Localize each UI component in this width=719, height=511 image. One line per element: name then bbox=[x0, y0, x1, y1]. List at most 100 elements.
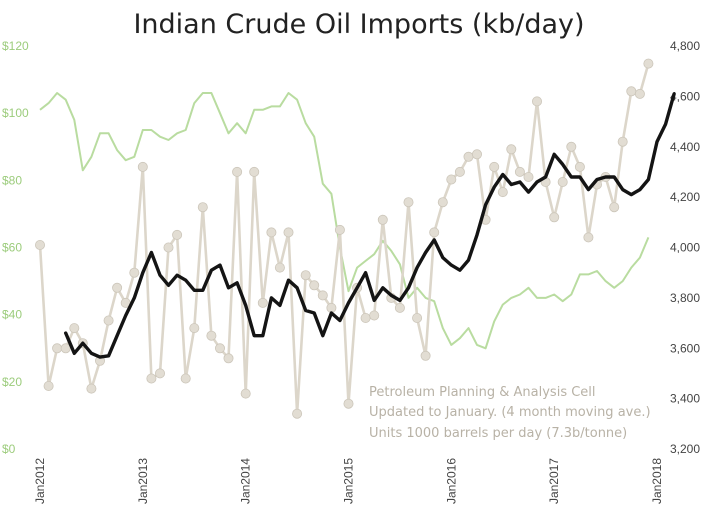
right-tick-label: 4,200 bbox=[670, 190, 700, 204]
monthly-point bbox=[634, 88, 645, 99]
note-source: Petroleum Planning & Analysis Cell bbox=[369, 385, 596, 400]
monthly-point bbox=[172, 229, 183, 240]
monthly-point bbox=[412, 312, 423, 323]
monthly-point bbox=[206, 330, 217, 341]
monthly-point bbox=[137, 161, 148, 172]
monthly-point bbox=[626, 86, 637, 97]
monthly-point bbox=[266, 227, 277, 238]
monthly-point bbox=[429, 227, 440, 238]
monthly-point bbox=[180, 373, 191, 384]
monthly-point bbox=[292, 408, 303, 419]
left-axis: $0 $20 $40 $60 $80 $100 $120 bbox=[2, 39, 29, 456]
monthly-point bbox=[112, 282, 123, 293]
monthly-point bbox=[60, 343, 71, 354]
monthly-point bbox=[489, 161, 500, 172]
left-tick-label: $120 bbox=[2, 39, 29, 53]
monthly-point bbox=[43, 380, 54, 391]
left-tick-label: $20 bbox=[2, 375, 22, 389]
right-tick-label: 4,000 bbox=[670, 241, 700, 255]
x-tick-label: Jan2013 bbox=[136, 458, 150, 504]
monthly-point bbox=[163, 242, 174, 253]
monthly-imports-series bbox=[35, 58, 654, 419]
monthly-line bbox=[38, 63, 650, 416]
price-line bbox=[39, 92, 650, 350]
monthly-point bbox=[497, 187, 508, 198]
right-tick-label: 3,400 bbox=[670, 392, 700, 406]
monthly-point bbox=[557, 176, 568, 187]
monthly-point bbox=[69, 323, 80, 334]
monthly-point bbox=[257, 297, 268, 308]
monthly-point bbox=[454, 166, 465, 177]
right-axis: 3,200 3,400 3,600 3,800 4,000 4,200 4,400 4,600… bbox=[670, 39, 700, 456]
monthly-point bbox=[300, 270, 311, 281]
monthly-point bbox=[309, 280, 320, 291]
monthly-point bbox=[283, 227, 294, 238]
monthly-point bbox=[197, 202, 208, 213]
oil-price-series bbox=[39, 92, 650, 350]
left-tick-label: $0 bbox=[2, 442, 16, 456]
monthly-point bbox=[189, 323, 200, 334]
monthly-point bbox=[369, 310, 380, 321]
chart-title: Indian Crude Oil Imports (kb/day) bbox=[133, 9, 584, 40]
average-line bbox=[63, 92, 676, 359]
chart-notes: Petroleum Planning & Analysis Cell Updat… bbox=[369, 385, 651, 441]
monthly-point bbox=[240, 388, 251, 399]
monthly-point bbox=[583, 232, 594, 243]
monthly-point bbox=[103, 315, 114, 326]
left-tick-label: $100 bbox=[2, 106, 29, 120]
right-tick-label: 4,400 bbox=[670, 140, 700, 154]
monthly-point bbox=[154, 368, 165, 379]
x-tick-label: Jan2017 bbox=[547, 458, 561, 504]
monthly-point bbox=[437, 197, 448, 208]
monthly-point bbox=[274, 262, 285, 273]
monthly-point bbox=[334, 224, 345, 235]
x-axis: Jan2012 Jan2013 Jan2014 Jan2015 Jan2016 Jan20… bbox=[33, 458, 664, 504]
monthly-point bbox=[506, 144, 517, 155]
monthly-point bbox=[214, 343, 225, 354]
monthly-point bbox=[609, 202, 620, 213]
right-tick-label: 3,200 bbox=[670, 442, 700, 456]
x-tick-label: Jan2018 bbox=[650, 458, 664, 504]
monthly-point bbox=[232, 166, 243, 177]
monthly-point bbox=[514, 166, 525, 177]
x-tick-label: Jan2016 bbox=[444, 458, 458, 504]
monthly-point bbox=[326, 302, 337, 313]
monthly-point bbox=[463, 151, 474, 162]
monthly-point bbox=[566, 141, 577, 152]
right-tick-label: 3,600 bbox=[670, 341, 700, 355]
monthly-point bbox=[317, 290, 328, 301]
monthly-point bbox=[86, 383, 97, 394]
monthly-point bbox=[420, 350, 431, 361]
right-tick-label: 4,800 bbox=[670, 39, 700, 53]
note-units: Units 1000 barrels per day (7.3b/tonne) bbox=[369, 426, 627, 441]
monthly-point bbox=[223, 353, 234, 364]
monthly-point bbox=[146, 373, 157, 384]
monthly-point bbox=[360, 312, 371, 323]
monthly-point bbox=[532, 96, 543, 107]
monthly-point bbox=[35, 239, 46, 250]
monthly-point bbox=[343, 398, 354, 409]
monthly-point bbox=[523, 171, 534, 182]
monthly-point bbox=[129, 267, 140, 278]
monthly-point bbox=[446, 174, 457, 185]
left-tick-label: $80 bbox=[2, 173, 22, 187]
monthly-point bbox=[643, 58, 654, 69]
monthly-point bbox=[574, 161, 585, 172]
monthly-point bbox=[249, 166, 260, 177]
monthly-point bbox=[617, 136, 628, 147]
left-tick-label: $60 bbox=[2, 241, 22, 255]
note-updated: Updated to January. (4 month moving ave.… bbox=[369, 405, 651, 420]
left-tick-label: $40 bbox=[2, 308, 22, 322]
right-tick-label: 3,800 bbox=[670, 291, 700, 305]
monthly-point bbox=[549, 212, 560, 223]
monthly-point bbox=[394, 302, 405, 313]
x-tick-label: Jan2012 bbox=[33, 458, 47, 504]
right-tick-label: 4,600 bbox=[670, 89, 700, 103]
x-tick-label: Jan2015 bbox=[342, 458, 356, 504]
monthly-point bbox=[471, 149, 482, 160]
monthly-point bbox=[403, 197, 414, 208]
x-tick-label: Jan2014 bbox=[239, 458, 253, 504]
moving-average-series bbox=[63, 92, 676, 359]
